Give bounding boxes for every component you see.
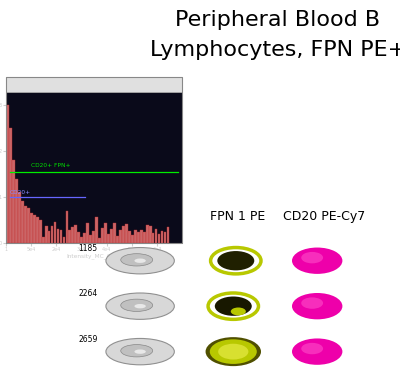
Bar <box>158 233 160 243</box>
Text: Lymphocytes, FPN PE+: Lymphocytes, FPN PE+ <box>150 40 400 60</box>
Bar <box>95 217 98 243</box>
Text: 2659: 2659 <box>78 335 98 344</box>
Circle shape <box>292 293 342 319</box>
Bar <box>54 222 56 243</box>
Circle shape <box>106 338 174 365</box>
Bar <box>152 233 154 243</box>
Circle shape <box>121 299 153 311</box>
Bar <box>77 232 80 243</box>
Bar <box>74 225 77 243</box>
Bar <box>131 235 134 243</box>
Bar <box>110 229 113 243</box>
Bar <box>122 226 125 243</box>
Text: FPN 1 PE: FPN 1 PE <box>210 210 266 223</box>
Bar <box>113 223 116 243</box>
Bar <box>48 231 50 243</box>
Bar <box>146 225 148 243</box>
Bar <box>15 178 18 243</box>
Bar <box>149 226 152 243</box>
Circle shape <box>121 254 153 266</box>
Text: CD20 PE-Cy7: CD20 PE-Cy7 <box>283 210 365 223</box>
Bar <box>107 234 110 243</box>
Circle shape <box>106 248 174 274</box>
Bar <box>68 230 71 243</box>
Circle shape <box>134 259 146 263</box>
Circle shape <box>292 248 342 274</box>
X-axis label: Intensity_MC_Ch23: Intensity_MC_Ch23 <box>66 253 122 259</box>
Circle shape <box>134 304 146 308</box>
Text: CD20+ FPN+: CD20+ FPN+ <box>31 163 71 168</box>
Circle shape <box>210 339 257 364</box>
Bar <box>125 224 128 243</box>
Bar <box>27 208 30 243</box>
Bar <box>36 217 39 243</box>
Bar <box>101 228 104 243</box>
Bar <box>155 229 158 243</box>
Bar <box>45 225 48 243</box>
Bar <box>86 223 89 243</box>
Bar <box>89 235 92 243</box>
Bar <box>83 233 86 243</box>
Bar <box>166 227 169 243</box>
Bar <box>137 232 140 243</box>
Bar <box>140 230 143 243</box>
Bar <box>66 210 68 243</box>
Bar <box>9 128 12 243</box>
Bar <box>72 227 74 243</box>
Text: ⌕ ⌕ ▣ ▣ ▣ ✕: ⌕ ⌕ ▣ ▣ ▣ ✕ <box>142 82 178 87</box>
Bar <box>116 236 119 243</box>
Text: CD20+: CD20+ <box>11 80 38 89</box>
Circle shape <box>231 308 246 316</box>
Bar <box>42 237 44 243</box>
Bar <box>119 230 122 243</box>
Bar <box>51 227 54 243</box>
Bar <box>160 231 164 243</box>
Bar <box>62 237 65 243</box>
Circle shape <box>106 293 174 319</box>
Bar <box>128 230 131 243</box>
Bar <box>134 230 137 243</box>
Bar <box>12 160 15 243</box>
Bar <box>56 229 60 243</box>
Circle shape <box>121 345 153 357</box>
Circle shape <box>301 297 323 309</box>
Circle shape <box>301 343 323 354</box>
Bar <box>39 220 42 243</box>
Bar <box>24 206 27 243</box>
Bar <box>104 223 107 243</box>
Text: 2264: 2264 <box>78 290 98 298</box>
Circle shape <box>134 350 146 354</box>
Bar <box>143 232 146 243</box>
Bar <box>164 232 166 243</box>
Text: Peripheral Blood B: Peripheral Blood B <box>176 10 380 29</box>
Text: CD20+: CD20+ <box>10 189 31 194</box>
Bar <box>92 231 95 243</box>
Bar <box>60 230 62 243</box>
Circle shape <box>218 344 248 359</box>
Bar <box>80 237 83 243</box>
Bar <box>6 105 9 243</box>
Bar <box>33 215 36 243</box>
Circle shape <box>217 251 254 270</box>
Circle shape <box>292 338 342 365</box>
Circle shape <box>215 296 252 316</box>
Circle shape <box>301 252 323 263</box>
Circle shape <box>206 337 261 366</box>
Text: 1185: 1185 <box>78 244 98 253</box>
Bar <box>98 238 101 243</box>
Bar <box>30 213 33 243</box>
Bar <box>21 201 24 243</box>
Bar <box>18 192 21 243</box>
